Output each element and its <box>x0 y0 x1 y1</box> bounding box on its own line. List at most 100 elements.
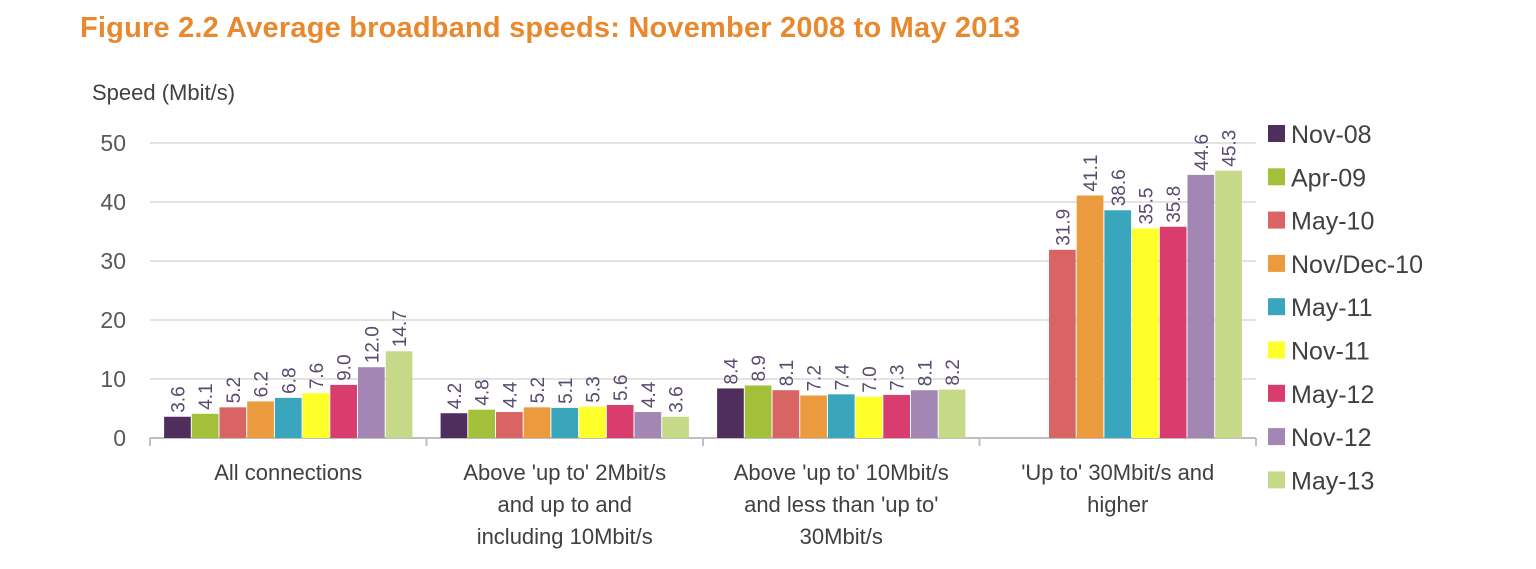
legend-label: May-12 <box>1291 381 1374 409</box>
data-label: 5.2 <box>224 377 245 403</box>
y-tick-label: 10 <box>100 366 126 392</box>
legend-label: May-10 <box>1291 208 1374 236</box>
legend-label: May-13 <box>1291 467 1374 495</box>
legend-label: Nov-11 <box>1291 338 1370 366</box>
category-label: Above 'up to' 2Mbit/s <box>463 460 666 485</box>
bar <box>385 351 413 438</box>
data-label: 4.4 <box>500 381 521 408</box>
legend-swatch <box>1268 211 1285 229</box>
data-label: 4.8 <box>473 379 494 405</box>
bar <box>551 407 579 438</box>
data-label: 31.9 <box>1053 209 1074 246</box>
bar <box>827 394 855 438</box>
data-label: 8.2 <box>943 359 964 385</box>
bar <box>772 390 800 438</box>
data-label: 41.1 <box>1081 155 1102 192</box>
bar <box>191 413 219 438</box>
bar <box>800 395 827 438</box>
bar <box>219 407 247 438</box>
legend-swatch <box>1268 384 1285 402</box>
bar <box>883 394 910 438</box>
data-label: 9.0 <box>335 354 356 380</box>
data-label: 5.6 <box>611 375 632 401</box>
y-tick-label: 30 <box>100 248 126 274</box>
category-label: and less than 'up to' <box>744 492 938 517</box>
bar <box>1132 228 1159 438</box>
category-label: 'Up to' 30Mbit/s and <box>1021 460 1214 485</box>
bar <box>523 407 551 438</box>
bar <box>358 367 385 438</box>
bar <box>744 385 772 438</box>
bars <box>164 170 1242 439</box>
legend-swatch <box>1268 168 1285 186</box>
bar <box>1215 170 1242 439</box>
data-label: 7.2 <box>805 365 826 391</box>
data-label: 8.4 <box>721 358 742 385</box>
bar <box>1076 195 1104 438</box>
data-label: 35.5 <box>1136 188 1157 225</box>
data-label: 6.8 <box>279 367 300 393</box>
data-label: 45.3 <box>1220 130 1241 167</box>
legend-swatch <box>1268 298 1285 316</box>
legend-swatch <box>1268 428 1285 446</box>
bar <box>717 388 744 438</box>
category-label: including 10Mbit/s <box>477 524 653 549</box>
legend-swatch <box>1268 125 1285 142</box>
category-label: Above 'up to' 10Mbit/s <box>734 460 949 485</box>
bar <box>1187 174 1215 439</box>
legend-label: Nov-12 <box>1291 424 1372 452</box>
data-label: 5.1 <box>556 377 577 403</box>
data-label: 4.1 <box>196 383 217 409</box>
legend: Nov-08 Apr-09 May-10 Nov/Dec-10 May-11 Nov-11… <box>1268 121 1423 495</box>
category-label: higher <box>1087 492 1148 517</box>
data-label: 7.6 <box>307 363 328 389</box>
bar <box>496 412 523 438</box>
bar <box>634 412 662 438</box>
data-label: 5.3 <box>583 376 604 402</box>
bar <box>1049 249 1076 438</box>
category-label: 30Mbit/s <box>800 524 883 549</box>
y-tick-label: 20 <box>100 307 126 333</box>
y-tick-label: 0 <box>113 425 126 451</box>
data-label: 35.8 <box>1164 186 1185 223</box>
data-labels: 3.6 4.1 5.2 6.2 6.8 7.6 9.0 12.0 14.7 4.2 4.8 4.4 5.… <box>168 130 1240 413</box>
data-label: 5.2 <box>528 377 549 403</box>
bar <box>330 384 357 438</box>
bar <box>911 390 938 438</box>
category-label: and up to and <box>497 492 632 517</box>
data-label: 7.3 <box>888 365 909 391</box>
legend-swatch <box>1268 471 1285 489</box>
data-label: 44.6 <box>1192 134 1213 171</box>
bar <box>247 401 274 438</box>
y-tick-label: 50 <box>100 130 126 156</box>
data-label: 12.0 <box>362 326 383 363</box>
legend-swatch <box>1268 341 1285 359</box>
bar <box>1104 210 1132 438</box>
data-label: 7.4 <box>832 363 853 390</box>
bar <box>468 409 495 438</box>
category-label: All connections <box>214 460 362 485</box>
chart-title: Figure 2.2 Average broadband speeds: Nov… <box>80 12 1021 44</box>
data-label: 3.6 <box>168 386 189 412</box>
bar <box>1159 226 1187 438</box>
bar <box>855 396 883 438</box>
data-label: 4.2 <box>445 383 466 409</box>
data-label: 8.1 <box>915 360 936 386</box>
legend-label: May-11 <box>1291 294 1373 322</box>
data-label: 6.2 <box>252 371 273 397</box>
data-label: 7.0 <box>860 366 881 392</box>
y-tick-label: 40 <box>100 189 126 215</box>
bar <box>662 416 689 438</box>
bar <box>164 416 191 438</box>
bar <box>302 393 330 438</box>
legend-label: Apr-09 <box>1291 164 1366 192</box>
legend-label: Nov/Dec-10 <box>1291 251 1423 279</box>
bar <box>440 413 468 438</box>
bar <box>274 397 302 438</box>
legend-label: Nov-08 <box>1291 121 1372 149</box>
data-label: 8.1 <box>777 360 798 386</box>
axes: 0 10 20 30 40 50 Speed (Mbit/s) <box>92 80 1257 451</box>
data-label: 3.6 <box>667 386 688 412</box>
category-labels: All connections Above 'up to' 2Mbit/s and … <box>214 460 1214 549</box>
